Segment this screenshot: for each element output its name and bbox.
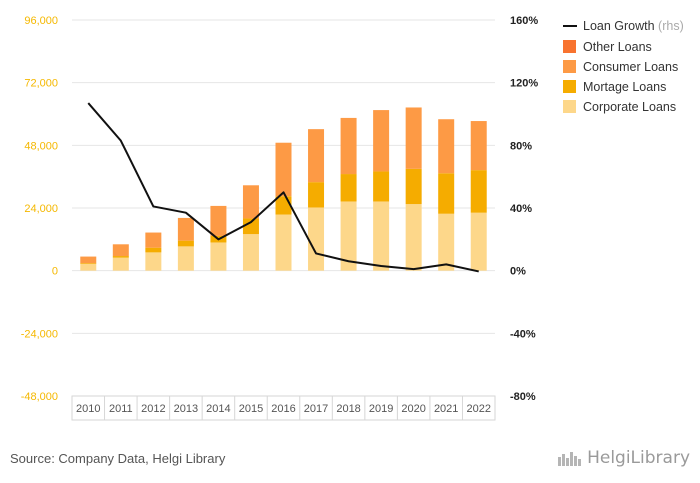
- y-axis-left: 96,000 72,000 48,000 24,000 0 -24,000 -48,000: [21, 15, 58, 403]
- y-right-tick-label: -80%: [510, 391, 536, 403]
- x-tick-label: 2014: [206, 403, 230, 415]
- helgi-library-logo: HelgiLibrary: [557, 448, 690, 468]
- x-tick-label: 2013: [174, 403, 198, 415]
- y-right-tick-label: 80%: [510, 140, 532, 152]
- legend-item-mortage-loans: Mortage Loans: [563, 80, 666, 94]
- bar-mortage-loans: [438, 173, 455, 214]
- bar-consumer-loans: [405, 107, 422, 169]
- bar-consumer-loans: [210, 205, 227, 236]
- bars: [80, 107, 487, 271]
- x-tick-label: 2015: [239, 403, 263, 415]
- legend-label: Other Loans: [583, 40, 652, 54]
- bar-consumer-loans: [308, 129, 325, 183]
- bar-consumer-loans: [177, 217, 194, 241]
- bar-corporate-loans: [177, 246, 194, 271]
- y-left-tick-label: -24,000: [21, 328, 58, 340]
- legend-label: Loan Growth (rhs): [583, 19, 684, 33]
- bar-corporate-loans: [275, 214, 292, 271]
- y-left-tick-label: 48,000: [24, 140, 58, 152]
- bar-consumer-loans: [438, 119, 455, 174]
- legend-label: Mortage Loans: [583, 80, 666, 94]
- y-left-tick-label: 24,000: [24, 203, 58, 215]
- bar-corporate-loans: [405, 204, 422, 271]
- bar-corporate-loans: [340, 201, 357, 271]
- legend-item-consumer-loans: Consumer Loans: [563, 60, 678, 74]
- bar-corporate-loans: [470, 212, 487, 271]
- bar-consumer-loans: [80, 256, 97, 264]
- legend: Loan Growth (rhs) Other Loans Consumer Loa…: [563, 19, 684, 114]
- source-note: Source: Company Data, Helgi Library: [10, 451, 226, 466]
- loan-growth-line: [87, 102, 479, 273]
- bar-mortage-loans: [340, 174, 357, 202]
- bar-corporate-loans: [242, 234, 259, 271]
- y-left-tick-label: 96,000: [24, 15, 58, 27]
- bar-corporate-loans: [80, 263, 97, 271]
- x-tick-label: 2016: [271, 403, 295, 415]
- y-right-tick-label: 0%: [510, 266, 526, 278]
- bar-consumer-loans: [112, 244, 129, 257]
- legend-swatch: [563, 80, 576, 93]
- bar-consumer-loans: [145, 232, 162, 248]
- y-right-tick-label: -40%: [510, 328, 536, 340]
- legend-item-other-loans: Other Loans: [563, 40, 652, 54]
- x-axis-band: [71, 395, 496, 421]
- x-tick-label: 2019: [369, 403, 393, 415]
- bar-mortage-loans: [470, 170, 487, 213]
- bar-corporate-loans: [112, 257, 129, 271]
- legend-swatch: [563, 60, 576, 73]
- y-left-tick-label: 72,000: [24, 78, 58, 90]
- library-shelf-icon: [558, 452, 582, 466]
- x-tick-label: 2018: [336, 403, 360, 415]
- bar-mortage-loans: [112, 256, 129, 258]
- bar-corporate-loans: [438, 213, 455, 271]
- bar-mortage-loans: [405, 168, 422, 205]
- y-axis-right: 160% 120% 80% 40% 0% -40% -80%: [510, 15, 538, 403]
- bar-consumer-loans: [470, 121, 487, 171]
- x-tick-label: 2022: [466, 403, 490, 415]
- logo-text: HelgiLibrary: [587, 448, 690, 468]
- y-right-tick-label: 160%: [510, 15, 538, 27]
- legend-label: Corporate Loans: [583, 100, 676, 114]
- bar-consumer-loans: [275, 142, 292, 197]
- x-tick-label: 2017: [304, 403, 328, 415]
- bar-corporate-loans: [308, 207, 325, 271]
- x-axis: 2010 2011 2012 2013 2014 2015 2016 2017 2018 2019…: [71, 395, 496, 421]
- bar-mortage-loans: [242, 218, 259, 235]
- legend-item-corporate-loans: Corporate Loans: [563, 100, 676, 114]
- legend-label: Consumer Loans: [583, 60, 678, 74]
- chart: 96,00072,00048,00024,0000-24,000-48,000 …: [21, 15, 684, 421]
- bar-mortage-loans: [373, 171, 390, 202]
- legend-swatch: [563, 100, 576, 113]
- bar-mortage-loans: [145, 247, 162, 253]
- bar-corporate-loans: [145, 252, 162, 271]
- legend-swatch: [563, 40, 576, 53]
- x-tick-label: 2012: [141, 403, 165, 415]
- bar-consumer-loans: [242, 185, 259, 219]
- y-right-tick-label: 120%: [510, 78, 538, 90]
- legend-item-loan-growth: Loan Growth (rhs): [563, 19, 684, 33]
- y-left-tick-label: 0: [52, 266, 58, 278]
- x-tick-label: 2011: [109, 403, 133, 415]
- bar-corporate-loans: [373, 201, 390, 271]
- bar-consumer-loans: [373, 110, 390, 172]
- x-tick-label: 2021: [434, 403, 458, 415]
- bar-mortage-loans: [308, 182, 325, 208]
- bar-consumer-loans: [340, 117, 357, 175]
- bar-corporate-loans: [210, 242, 227, 271]
- bar-mortage-loans: [275, 196, 292, 215]
- x-tick-label: 2010: [76, 403, 100, 415]
- y-right-tick-label: 40%: [510, 203, 532, 215]
- bar-mortage-loans: [177, 240, 194, 247]
- x-tick-label: 2020: [401, 403, 425, 415]
- bar-mortage-loans: [80, 263, 97, 264]
- y-left-tick-label: -48,000: [21, 391, 58, 403]
